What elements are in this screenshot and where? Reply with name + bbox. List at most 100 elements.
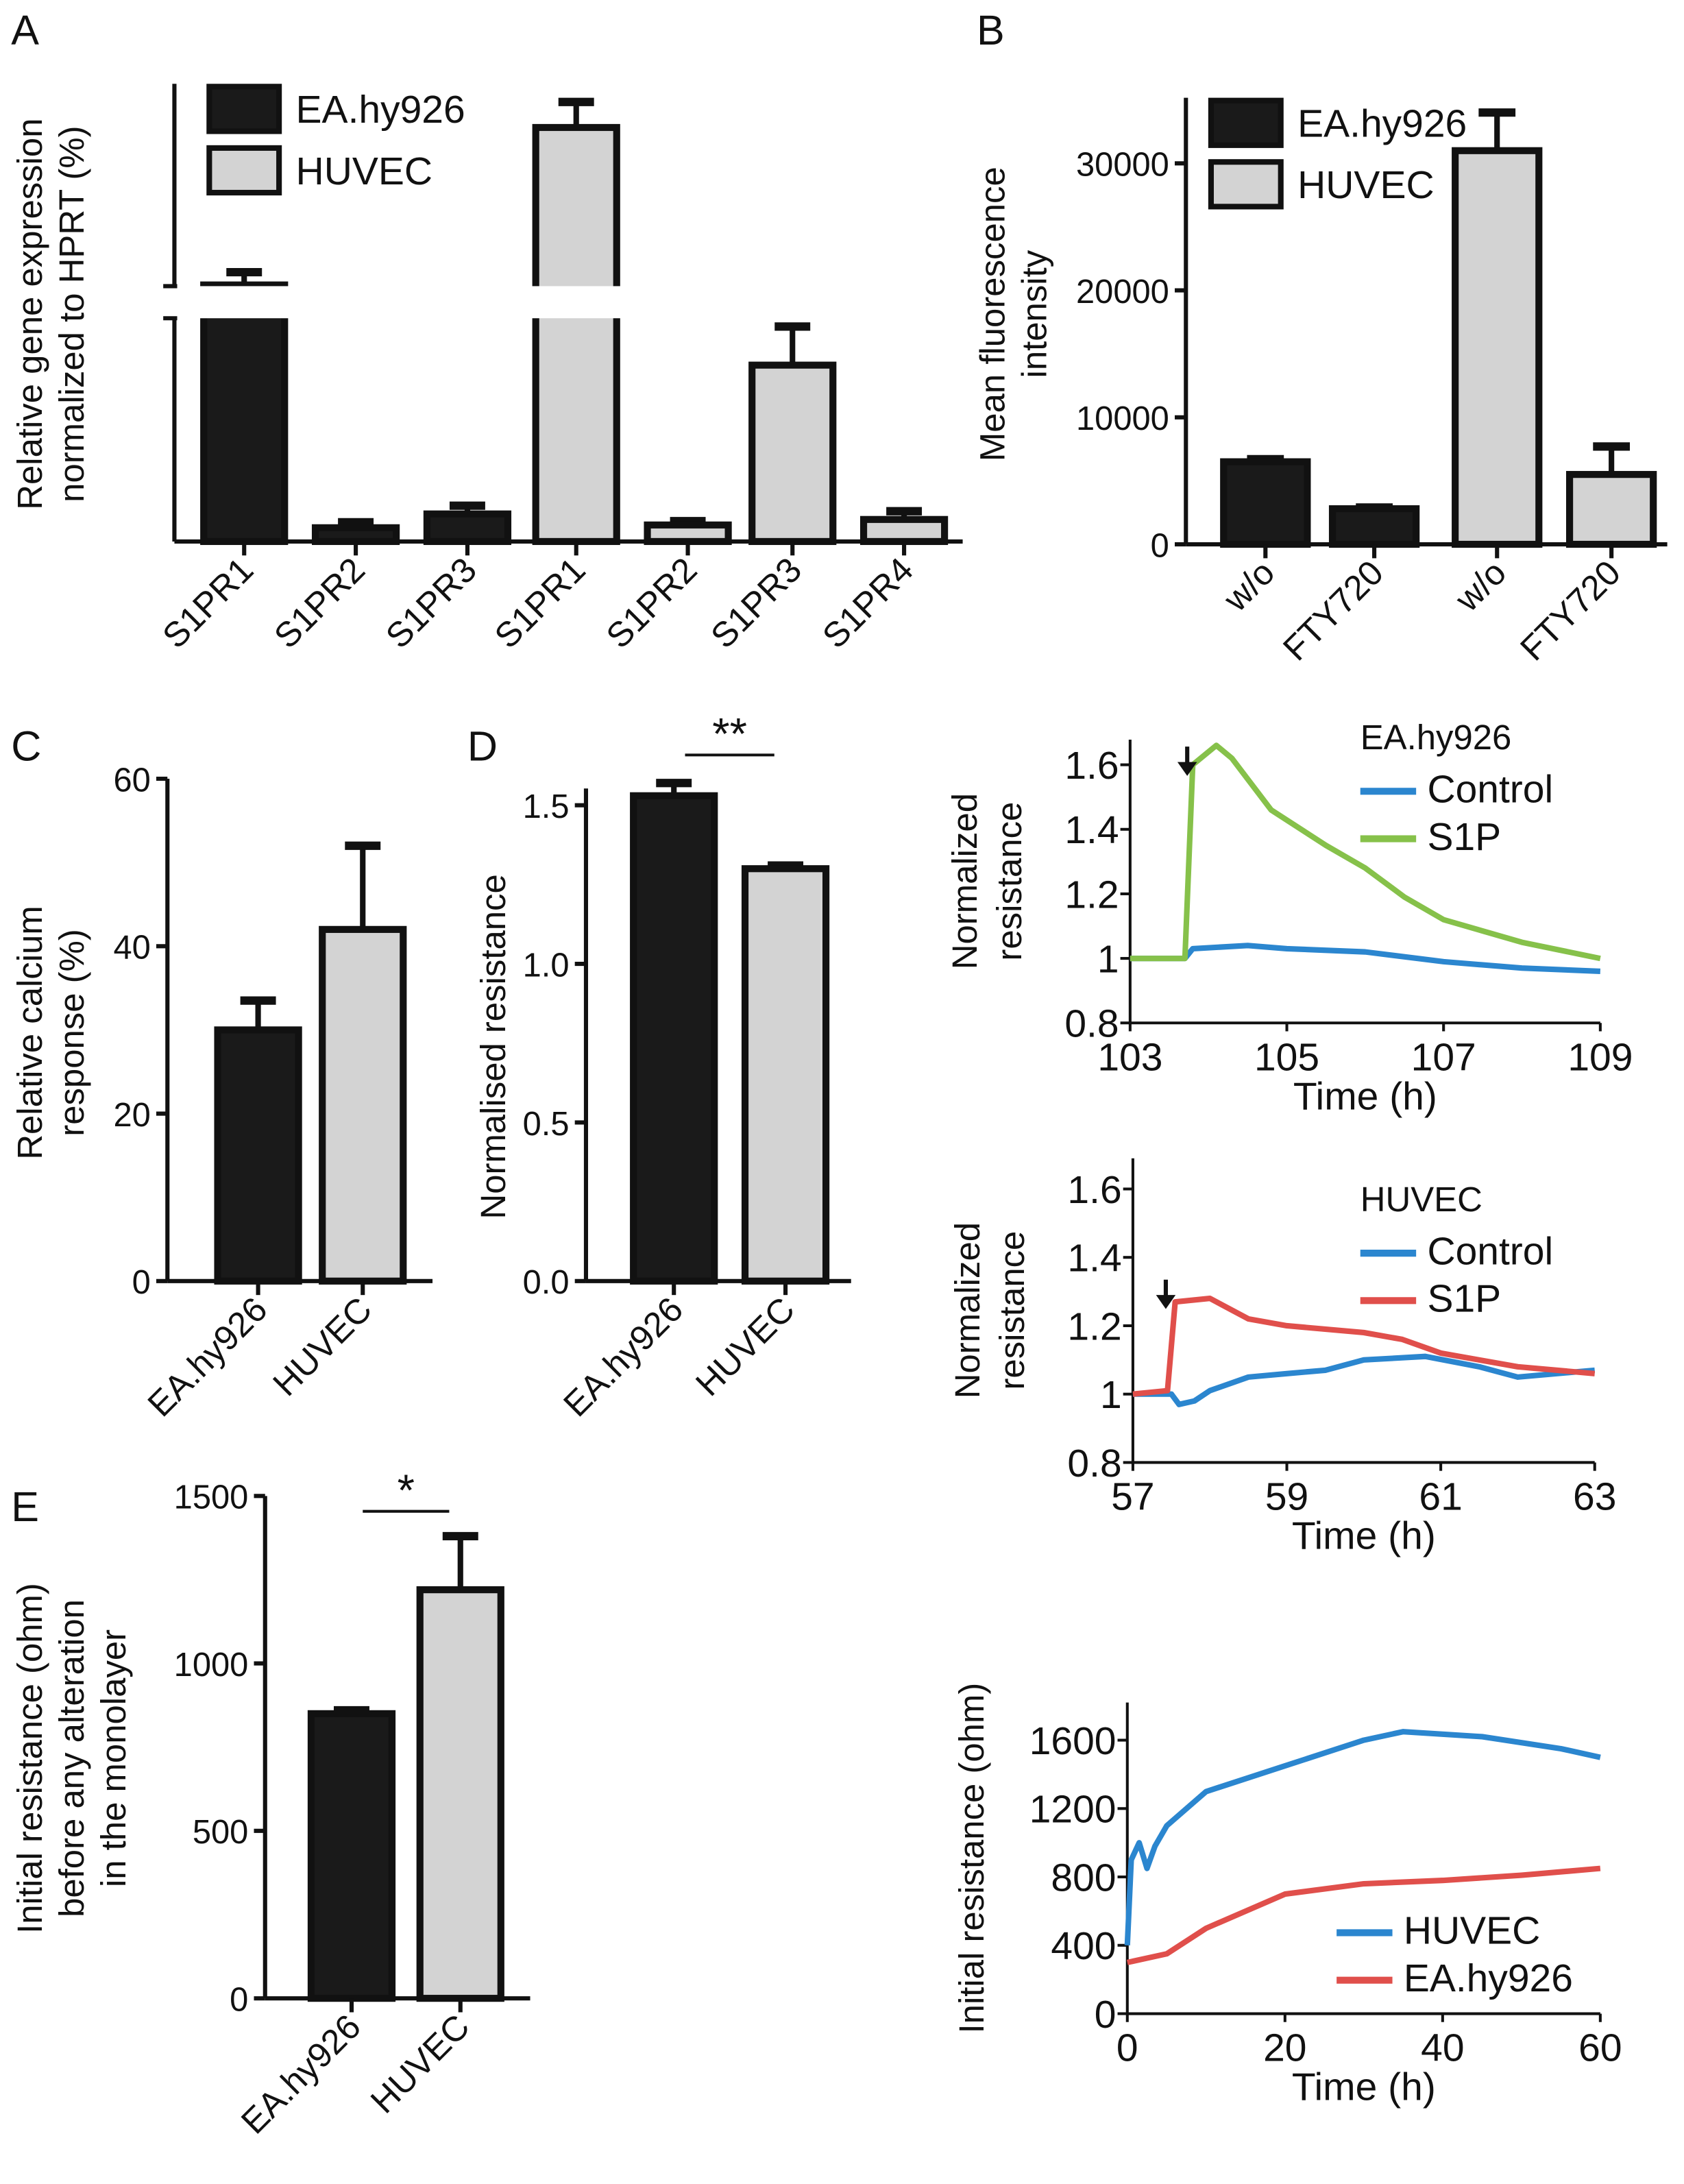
significance-marker: * [398, 1466, 415, 1516]
arrow-head-icon [1156, 1295, 1176, 1309]
y-tick-label: 1000 [174, 1647, 249, 1684]
x-tick-label: HUVEC [363, 2006, 477, 2120]
legend-label: EA.hy926 [1404, 1956, 1573, 2000]
x-axis-label: Time (h) [1293, 1074, 1437, 1118]
bar [214, 1026, 302, 1285]
legend-swatch [206, 145, 282, 196]
legend-label: EA.hy926 [1297, 102, 1467, 146]
bar [1565, 471, 1657, 548]
series-line-s1p [1132, 1295, 1596, 1397]
y-axis-label: in the monolayer [94, 1629, 133, 1887]
legend-label: Control [1427, 768, 1553, 812]
y-tick-label: 1200 [1029, 1788, 1116, 1832]
y-tick-label: 1.2 [1067, 1305, 1121, 1348]
bar [319, 925, 407, 1285]
bar [311, 524, 400, 546]
y-tick-label: 0 [132, 1264, 151, 1301]
x-tick-label: EA.hy926 [234, 2006, 368, 2141]
legend-swatch [1208, 159, 1284, 210]
legend-label: EA.hy926 [296, 88, 465, 132]
y-tick-label: 0 [230, 1981, 248, 2018]
x-tick-label: S1PR2 [598, 550, 704, 655]
y-tick-label: 20 [114, 1097, 151, 1134]
x-tick-label: 0 [1116, 2026, 1138, 2070]
y-tick-label: 0.5 [523, 1106, 570, 1143]
series-line-control [1130, 943, 1601, 974]
x-tick-label: 61 [1419, 1475, 1462, 1519]
x-tick-label: 103 [1097, 1035, 1162, 1079]
y-tick-label: 60 [114, 762, 151, 799]
y-tick-label: 20000 [1076, 274, 1169, 311]
y-tick-label: 1 [1100, 1373, 1122, 1417]
legend-label: S1P [1427, 815, 1501, 859]
y-tick-label: 1.4 [1064, 808, 1119, 852]
y-tick-label: 1600 [1029, 1719, 1116, 1763]
x-tick-label: EA.hy926 [556, 1289, 690, 1424]
bar [748, 361, 837, 546]
x-tick-label: w/o [1215, 553, 1282, 619]
bar [1452, 147, 1543, 548]
y-tick-label: 1.2 [1064, 873, 1119, 917]
y-tick-label: 1 [1097, 937, 1119, 981]
y-tick-label: 10000 [1076, 400, 1169, 437]
y-tick-label: 0.0 [523, 1264, 570, 1301]
x-tick-label: 63 [1573, 1475, 1616, 1519]
y-tick-label: 30000 [1076, 147, 1169, 184]
x-tick-label: HUVEC [265, 1289, 379, 1403]
x-tick-label: 60 [1578, 2026, 1622, 2070]
legend-label: S1P [1427, 1277, 1501, 1321]
series-line-ea-hy926 [1126, 1865, 1601, 1965]
y-axis-label: Initial resistance (ohm) [952, 1683, 991, 2034]
panel-label: B [977, 7, 1005, 53]
y-axis-label: response (%) [52, 929, 91, 1137]
x-tick-label: HUVEC [688, 1289, 802, 1403]
legend-label: HUVEC [1297, 163, 1434, 207]
x-tick-label: 40 [1421, 2026, 1464, 2070]
y-tick-label: 400 [1051, 1924, 1116, 1968]
legend-title: EA.hy926 [1360, 718, 1512, 757]
x-axis-label: Time (h) [1292, 2065, 1436, 2109]
x-tick-label: EA.hy926 [140, 1289, 274, 1424]
y-tick-label: 0 [1095, 1993, 1116, 2037]
x-tick-label: 57 [1111, 1475, 1154, 1519]
y-axis-label: normalized to HPRT (%) [52, 125, 91, 502]
arrow-head-icon [1177, 762, 1197, 776]
bar [423, 510, 512, 546]
y-tick-label: 1.4 [1067, 1237, 1121, 1281]
significance-marker: ** [712, 709, 747, 759]
x-axis-label: Time (h) [1292, 1514, 1436, 1558]
y-tick-label: 500 [193, 1814, 249, 1851]
axis-break [160, 286, 963, 319]
legend-swatch [206, 84, 282, 134]
legend-swatch [1208, 97, 1284, 148]
x-tick-label: S1PR2 [267, 550, 372, 655]
y-axis-label: Relative gene expression [10, 118, 49, 509]
series-line-s1p [1130, 742, 1601, 962]
panel-label: E [11, 1483, 39, 1530]
panel-label: A [11, 7, 39, 53]
x-tick-label: 59 [1265, 1475, 1308, 1519]
y-axis-label: Normalized [948, 1222, 987, 1398]
panel-label: D [467, 723, 498, 770]
y-tick-label: 1.5 [523, 788, 570, 825]
y-tick-label: 0 [1151, 527, 1169, 564]
bar [200, 281, 289, 546]
bar [630, 792, 718, 1285]
x-tick-label: 109 [1567, 1035, 1633, 1079]
y-tick-label: 800 [1051, 1856, 1116, 1900]
x-tick-label: w/o [1447, 553, 1513, 619]
y-tick-label: 1.6 [1067, 1168, 1121, 1212]
x-tick-label: S1PR3 [703, 550, 809, 655]
y-tick-label: 0.8 [1064, 1002, 1119, 1046]
x-tick-label: S1PR4 [815, 550, 920, 655]
y-tick-label: 40 [114, 930, 151, 967]
y-axis-label: intensity [1015, 250, 1054, 378]
x-tick-label: 105 [1254, 1035, 1319, 1079]
y-axis-label: Initial resistance (ohm) [10, 1583, 49, 1934]
y-axis-label: Relative calcium [10, 906, 49, 1159]
legend-label: HUVEC [1404, 1909, 1540, 1953]
y-axis-label: resistance [990, 802, 1029, 961]
legend-label: Control [1427, 1229, 1553, 1273]
x-tick-label: 20 [1263, 2026, 1306, 2070]
